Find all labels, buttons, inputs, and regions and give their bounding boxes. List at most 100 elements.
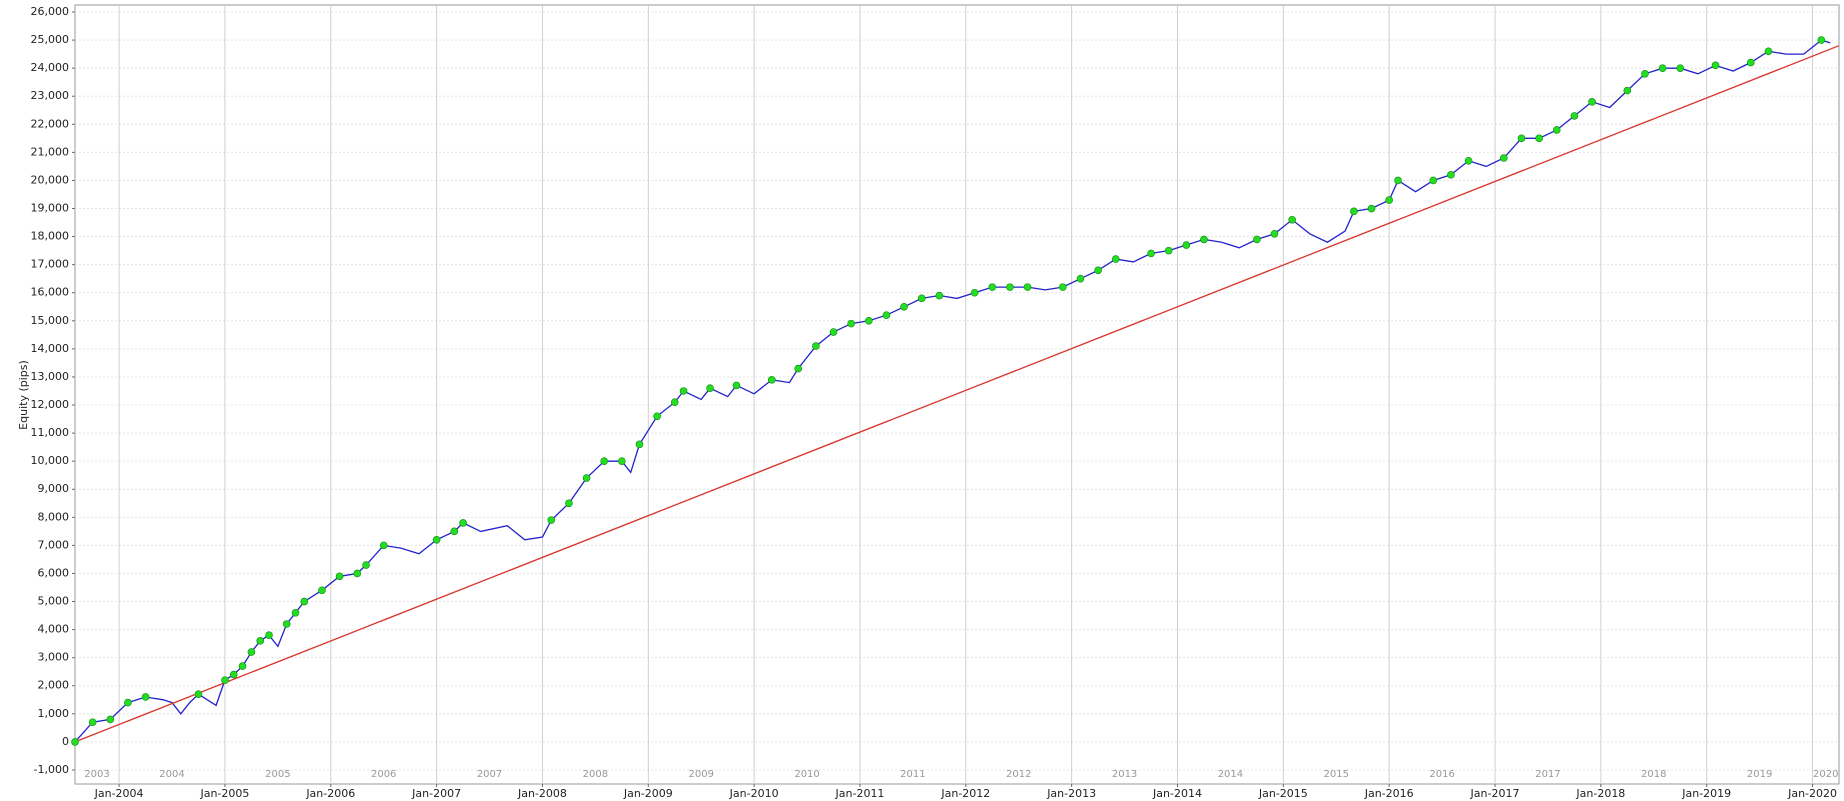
new-high-marker bbox=[238, 662, 247, 670]
new-high-marker bbox=[847, 319, 855, 328]
new-high-marker bbox=[335, 572, 344, 581]
y-tick-label: 9,000 bbox=[38, 482, 70, 495]
y-tick-label: 21,000 bbox=[31, 145, 70, 158]
new-high-marker bbox=[1059, 283, 1067, 291]
year-label: 2018 bbox=[1641, 769, 1666, 780]
new-high-marker bbox=[1147, 249, 1155, 258]
new-high-marker bbox=[353, 569, 362, 578]
year-label: 2003 bbox=[84, 769, 109, 780]
new-high-marker bbox=[1253, 235, 1261, 244]
year-label: 2008 bbox=[583, 769, 608, 780]
y-tick-label: 25,000 bbox=[31, 33, 70, 46]
x-tick-label: Jan-2004 bbox=[94, 787, 144, 800]
new-high-marker bbox=[882, 311, 891, 319]
new-high-marker bbox=[547, 516, 556, 524]
x-tick-label: Jan-2015 bbox=[1258, 787, 1308, 800]
year-label: 2011 bbox=[900, 769, 925, 780]
x-tick-label: Jan-2005 bbox=[199, 787, 249, 800]
new-high-marker bbox=[1552, 126, 1561, 134]
year-label: 2017 bbox=[1535, 769, 1560, 780]
x-tick-label: Jan-2019 bbox=[1681, 787, 1731, 800]
y-tick-label: 7,000 bbox=[38, 538, 70, 551]
x-tick-label: Jan-2007 bbox=[411, 787, 461, 800]
y-tick-label: 15,000 bbox=[31, 314, 70, 327]
x-tick-label: Jan-2012 bbox=[940, 787, 990, 800]
x-tick-label: Jan-2020 bbox=[1787, 787, 1837, 800]
new-high-marker bbox=[900, 302, 908, 311]
new-high-marker bbox=[265, 631, 273, 640]
new-high-marker bbox=[221, 676, 229, 684]
new-high-marker bbox=[1270, 229, 1279, 238]
new-high-marker bbox=[256, 637, 265, 645]
new-high-marker bbox=[450, 527, 459, 536]
y-tick-label: 1,000 bbox=[38, 707, 70, 720]
new-high-marker bbox=[88, 718, 97, 727]
y-tick-label: 3,000 bbox=[38, 651, 70, 664]
new-high-marker bbox=[229, 670, 238, 679]
x-tick-label: Jan-2016 bbox=[1364, 787, 1414, 800]
new-high-marker bbox=[935, 291, 944, 300]
new-high-marker bbox=[1747, 58, 1755, 67]
y-tick-label: 12,000 bbox=[31, 398, 70, 411]
new-high-marker bbox=[300, 597, 309, 606]
new-high-marker bbox=[194, 690, 203, 698]
new-high-marker bbox=[282, 620, 291, 628]
new-high-marker bbox=[1429, 176, 1438, 185]
new-high-marker bbox=[618, 457, 626, 465]
y-tick-label: 19,000 bbox=[31, 202, 70, 215]
y-tick-label: 11,000 bbox=[31, 426, 70, 439]
x-tick-label: Jan-2008 bbox=[517, 787, 567, 800]
plot-area bbox=[74, 4, 1840, 785]
y-tick-label: 8,000 bbox=[38, 510, 70, 523]
x-tick-label: Jan-2009 bbox=[623, 787, 673, 800]
y-tick-label: 22,000 bbox=[31, 117, 70, 130]
y-tick-label: 2,000 bbox=[38, 679, 70, 692]
new-high-marker bbox=[1623, 86, 1632, 95]
new-high-marker bbox=[653, 412, 661, 421]
y-tick-label: 4,000 bbox=[38, 623, 70, 636]
year-label: 2013 bbox=[1112, 769, 1137, 780]
year-label: 2007 bbox=[477, 769, 502, 780]
new-high-marker bbox=[988, 283, 997, 291]
y-tick-label: 24,000 bbox=[31, 61, 70, 74]
year-label: 2012 bbox=[1006, 769, 1031, 780]
y-tick-label: 13,000 bbox=[31, 370, 70, 383]
new-high-marker bbox=[767, 375, 776, 384]
new-high-marker bbox=[1111, 255, 1120, 263]
y-axis-title: Equity (pips) bbox=[17, 360, 30, 430]
new-high-marker bbox=[670, 398, 679, 407]
new-high-marker bbox=[1394, 176, 1402, 185]
new-high-marker bbox=[864, 317, 873, 325]
new-high-marker bbox=[318, 586, 326, 595]
new-high-marker bbox=[247, 648, 256, 656]
new-high-marker bbox=[1500, 154, 1508, 162]
new-high-marker bbox=[432, 535, 441, 544]
new-high-marker bbox=[1817, 36, 1826, 44]
year-label: 2020 bbox=[1813, 769, 1838, 780]
new-high-marker bbox=[706, 384, 714, 392]
new-high-marker bbox=[1711, 61, 1720, 70]
new-high-marker bbox=[565, 499, 573, 508]
new-high-marker bbox=[124, 698, 132, 707]
y-tick-label: -1,000 bbox=[34, 763, 69, 776]
x-tick-label: Jan-2011 bbox=[835, 787, 885, 800]
new-high-marker bbox=[1676, 64, 1685, 72]
new-high-marker bbox=[1023, 283, 1032, 291]
new-high-marker bbox=[379, 541, 388, 550]
new-high-marker bbox=[1094, 266, 1102, 275]
new-high-marker bbox=[1076, 274, 1085, 283]
new-high-marker bbox=[1764, 47, 1773, 56]
series-line bbox=[74, 45, 1840, 743]
y-tick-label: 26,000 bbox=[31, 5, 70, 18]
new-high-marker bbox=[582, 474, 591, 482]
x-tick-label: Jan-2014 bbox=[1152, 787, 1202, 800]
new-high-marker bbox=[1464, 157, 1473, 165]
year-label: 2009 bbox=[688, 769, 713, 780]
y-tick-label: 5,000 bbox=[38, 595, 70, 608]
y-tick-label: 16,000 bbox=[31, 286, 70, 299]
new-high-marker bbox=[1517, 134, 1526, 143]
new-high-marker bbox=[106, 715, 115, 724]
new-high-marker bbox=[1447, 171, 1455, 179]
year-label: 2005 bbox=[265, 769, 290, 780]
